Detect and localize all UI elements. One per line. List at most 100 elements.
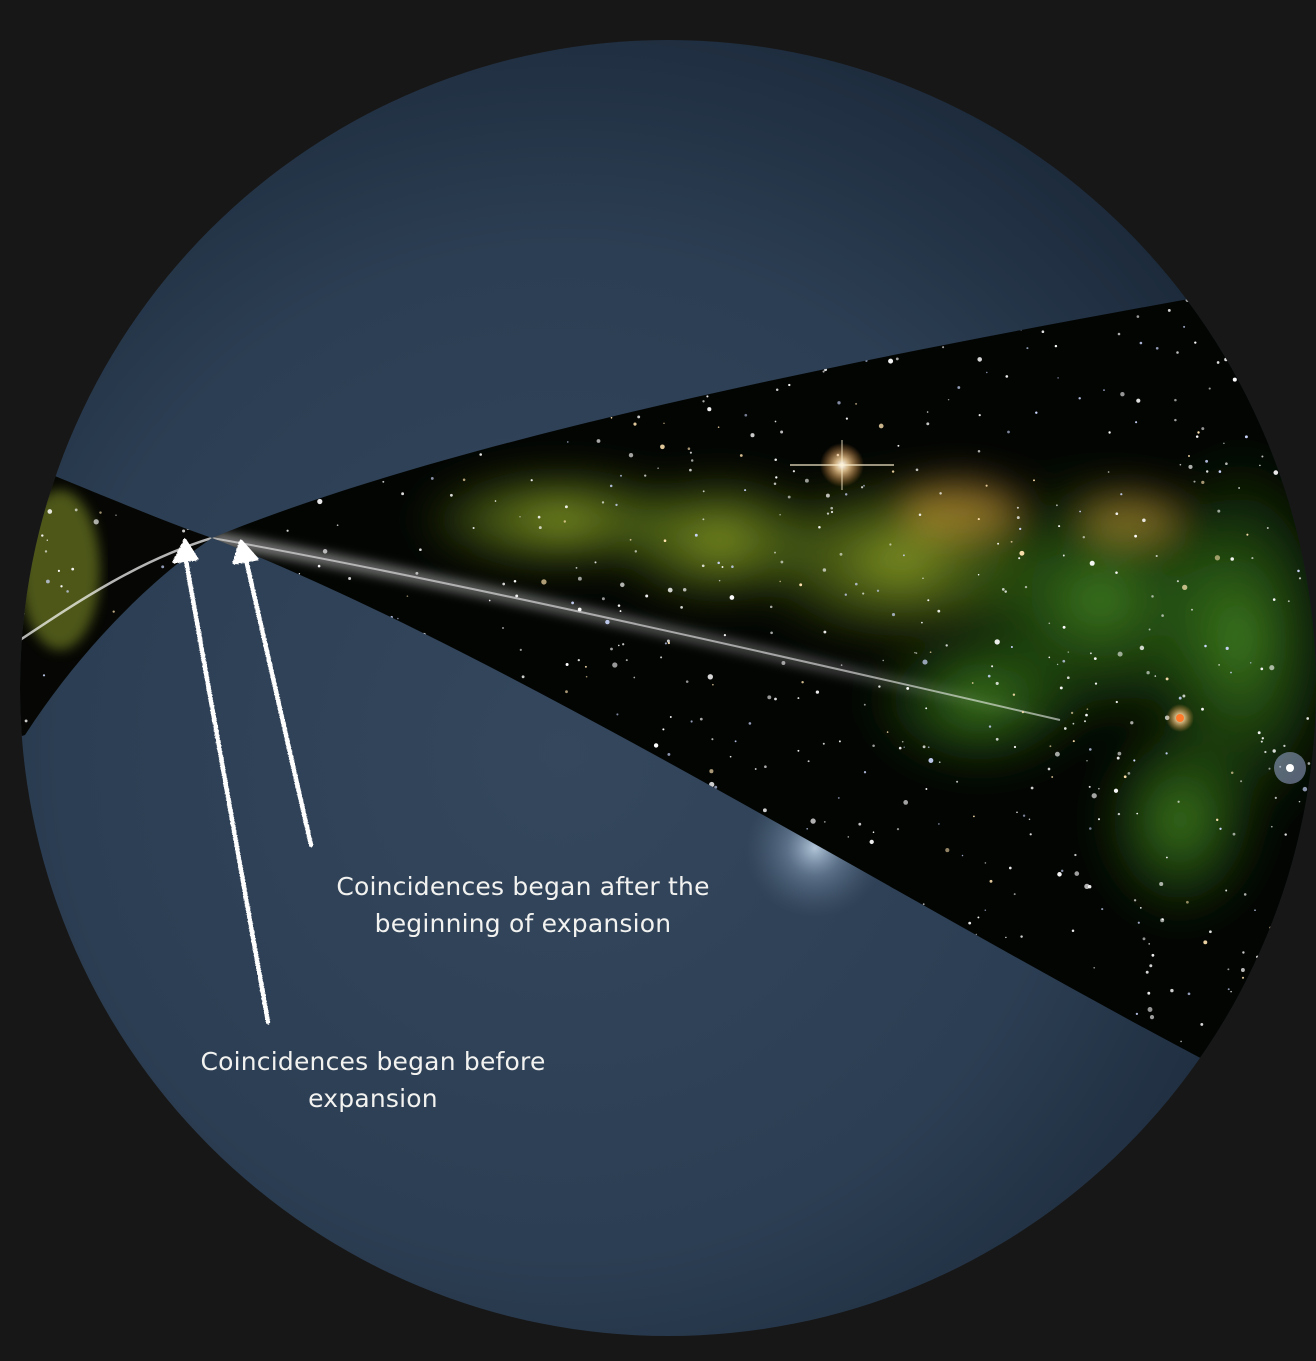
star	[1240, 968, 1245, 972]
star	[997, 542, 1000, 545]
star	[617, 604, 621, 607]
star	[619, 474, 623, 477]
star	[1218, 664, 1220, 666]
star	[938, 761, 941, 764]
star	[925, 788, 928, 790]
star	[1231, 321, 1234, 324]
star	[889, 543, 892, 546]
star	[1151, 953, 1155, 957]
star	[1271, 1037, 1274, 1039]
star	[1142, 518, 1146, 523]
star	[12, 738, 15, 741]
star	[1260, 667, 1264, 671]
star	[945, 644, 948, 647]
star	[872, 831, 875, 833]
star	[754, 768, 757, 770]
star	[541, 579, 547, 585]
star	[1149, 964, 1153, 968]
star	[744, 413, 748, 417]
star	[1013, 745, 1017, 749]
star	[1089, 652, 1092, 655]
star	[973, 815, 975, 818]
star	[1155, 554, 1158, 558]
star	[1312, 1023, 1315, 1026]
star	[687, 447, 691, 450]
star	[577, 576, 582, 581]
star	[1309, 506, 1313, 510]
star	[694, 533, 698, 537]
star	[977, 450, 981, 453]
star	[1260, 740, 1263, 743]
star	[1174, 398, 1177, 402]
star	[1294, 907, 1297, 911]
star	[653, 743, 659, 748]
star	[99, 511, 102, 514]
star	[605, 619, 610, 625]
star	[601, 501, 605, 504]
star	[1139, 907, 1142, 909]
star	[1135, 421, 1138, 424]
star	[1208, 387, 1211, 390]
arrow-before-expansion	[172, 538, 271, 1025]
star	[822, 370, 825, 373]
star	[625, 659, 628, 662]
label-after-line-2: beginning of expansion	[374, 909, 672, 938]
star	[1266, 527, 1269, 529]
star	[1134, 534, 1138, 538]
star	[1201, 480, 1205, 485]
star	[1136, 812, 1139, 815]
star	[863, 771, 867, 774]
star	[926, 411, 929, 413]
star	[690, 459, 694, 462]
star	[1237, 1028, 1241, 1031]
star	[298, 573, 301, 575]
star	[1020, 935, 1023, 938]
star	[922, 659, 928, 665]
star	[1188, 464, 1193, 469]
star	[348, 577, 352, 580]
star	[994, 639, 1000, 645]
star	[1186, 900, 1189, 904]
star	[781, 661, 786, 665]
star	[774, 458, 777, 462]
star	[1108, 431, 1111, 434]
star	[830, 506, 834, 510]
star	[1139, 645, 1145, 651]
star	[1161, 614, 1164, 617]
star	[530, 479, 533, 482]
star	[797, 697, 800, 700]
star	[565, 663, 569, 666]
star	[1085, 713, 1088, 717]
star	[1188, 455, 1190, 457]
star	[1088, 785, 1091, 788]
star	[1136, 315, 1140, 318]
star	[1165, 677, 1169, 681]
star	[1248, 987, 1251, 990]
star	[1117, 751, 1122, 756]
star	[767, 695, 772, 700]
star	[1133, 899, 1137, 902]
star	[322, 549, 328, 554]
star	[1265, 983, 1268, 986]
star	[1146, 671, 1150, 675]
star	[1182, 584, 1188, 591]
star	[575, 566, 578, 569]
star	[1225, 889, 1228, 892]
star	[718, 579, 721, 582]
star	[707, 407, 712, 412]
star	[1245, 305, 1247, 308]
star	[685, 680, 689, 683]
star	[806, 827, 809, 830]
star	[610, 416, 613, 419]
star	[938, 823, 940, 825]
star	[1223, 442, 1225, 445]
star	[1130, 721, 1134, 725]
star	[721, 566, 724, 568]
star	[538, 526, 542, 530]
star	[564, 505, 568, 509]
star	[837, 401, 841, 405]
star	[1268, 940, 1273, 945]
star	[667, 587, 673, 593]
star	[818, 525, 821, 529]
